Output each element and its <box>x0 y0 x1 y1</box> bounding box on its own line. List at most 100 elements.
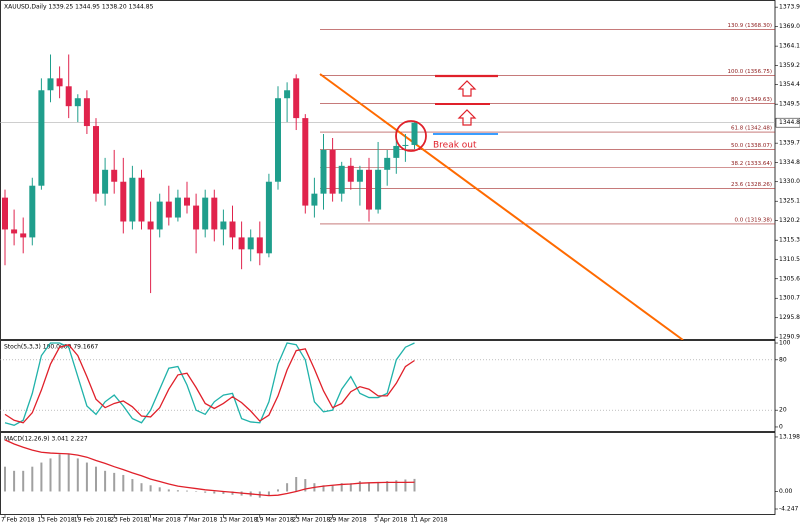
histogram-bar <box>13 470 16 492</box>
candle-body <box>65 86 72 107</box>
candle-body <box>2 197 8 230</box>
candle-body <box>256 237 263 254</box>
candle-body <box>220 221 227 230</box>
y-tick-label: 80 <box>779 356 787 363</box>
x-tick-label: 5 Apr 2018 <box>374 517 407 524</box>
y-tick-label: 1320.20 <box>779 217 800 224</box>
fib-label: 23.6 (1328.26) <box>731 182 772 188</box>
breakout-circle <box>395 120 427 152</box>
fib-label: 61.8 (1342.48) <box>731 126 772 132</box>
y-tick-label: 13.198 <box>779 433 800 440</box>
histogram-bar <box>395 480 398 492</box>
histogram-bar <box>331 485 334 492</box>
y-tick-label: 1359.20 <box>779 62 800 69</box>
y-tick-label: 1325.10 <box>779 198 800 205</box>
panel-frame <box>0 432 776 515</box>
fib-label: 38.2 (1333.64) <box>731 161 772 167</box>
histogram-bar <box>149 485 152 492</box>
histogram-bar <box>158 487 161 492</box>
x-tick-label: 29 Mar 2018 <box>329 517 367 524</box>
y-tick-label: 1315.30 <box>779 237 800 244</box>
histogram-bar <box>4 466 6 492</box>
x-tick-label: 1 Mar 2018 <box>147 517 181 524</box>
histogram-bar <box>295 477 298 492</box>
histogram-bar <box>186 490 188 492</box>
histogram-bar <box>277 489 279 492</box>
candle-body <box>375 169 382 210</box>
candle-body <box>202 197 209 230</box>
histogram-bar <box>131 479 134 492</box>
candle-body <box>129 177 136 222</box>
panel-title: Stoch(5,3,3) 100.0000 79.1667 <box>4 344 98 351</box>
y-tick-label: 0 <box>779 423 783 430</box>
x-tick-label: 23 Mar 2018 <box>292 517 330 524</box>
candle-body <box>320 149 327 194</box>
candle-body <box>211 197 218 230</box>
y-tick-label: 1339.70 <box>779 140 800 147</box>
candle-body <box>47 78 54 91</box>
candle-body <box>275 98 281 182</box>
histogram-bar <box>368 482 370 492</box>
fib-label: 80.9 (1349.63) <box>731 97 772 103</box>
histogram-bar <box>40 462 43 492</box>
histogram-bar <box>85 462 88 492</box>
histogram-bar <box>340 483 343 492</box>
y-tick-label: 1364.10 <box>779 43 800 50</box>
candle-body <box>193 205 200 230</box>
candle-body <box>384 157 391 170</box>
histogram-bar <box>176 490 179 492</box>
histogram-bar <box>386 481 389 492</box>
indicator-line <box>4 342 415 426</box>
fib-label: 130.9 (1368.30) <box>727 23 772 29</box>
candle-body <box>393 145 400 158</box>
fib-label: 0.0 (1319.38) <box>734 217 772 223</box>
candle-body <box>102 169 109 194</box>
candle-body <box>356 169 363 182</box>
candle-body <box>83 98 90 127</box>
histogram-bar <box>22 470 25 492</box>
y-tick-label: -4.247 <box>779 506 799 513</box>
candle-body <box>366 169 372 210</box>
candle-body <box>347 165 354 182</box>
indicator-line <box>4 343 415 424</box>
y-tick-label: 1330.00 <box>779 178 800 185</box>
x-tick-label: 13 Mar 2018 <box>219 517 257 524</box>
candle-body <box>74 98 81 107</box>
candle-body <box>311 193 318 206</box>
x-tick-label: 23 Feb 2018 <box>110 517 148 524</box>
histogram-bar <box>104 470 107 492</box>
histogram-bar <box>58 454 61 492</box>
histogram-bar <box>413 478 416 492</box>
candle-body <box>184 197 190 206</box>
trend-line <box>319 73 684 341</box>
y-tick-label: 1354.40 <box>779 81 800 88</box>
histogram-bar <box>404 479 407 492</box>
x-tick-label: 19 Mar 2018 <box>256 517 294 524</box>
y-tick-label: 100 <box>779 340 791 347</box>
candle-body <box>302 118 309 206</box>
candle-body <box>38 90 45 186</box>
y-tick-label: 1305.60 <box>779 275 800 282</box>
candle-body <box>165 201 172 218</box>
histogram-bar <box>67 454 70 492</box>
candle-body <box>111 169 118 182</box>
current-price-box <box>775 117 800 128</box>
up-arrow <box>457 80 477 97</box>
up-arrow <box>457 109 477 126</box>
histogram-bar <box>167 489 170 492</box>
candle-body <box>138 177 145 222</box>
y-tick-label: 1290.90 <box>779 334 800 341</box>
histogram-bar <box>122 474 125 492</box>
histogram-bar <box>304 479 307 492</box>
candle-body <box>29 185 36 238</box>
candle-body <box>329 149 336 194</box>
fib-label: 50.0 (1338.07) <box>731 143 772 149</box>
y-tick-label: 1295.80 <box>779 314 800 321</box>
histogram-bar <box>231 491 234 495</box>
candle-body <box>56 78 63 87</box>
histogram-bar <box>195 491 198 492</box>
candle-body <box>147 221 154 230</box>
y-tick-label: 0.00 <box>779 488 793 495</box>
